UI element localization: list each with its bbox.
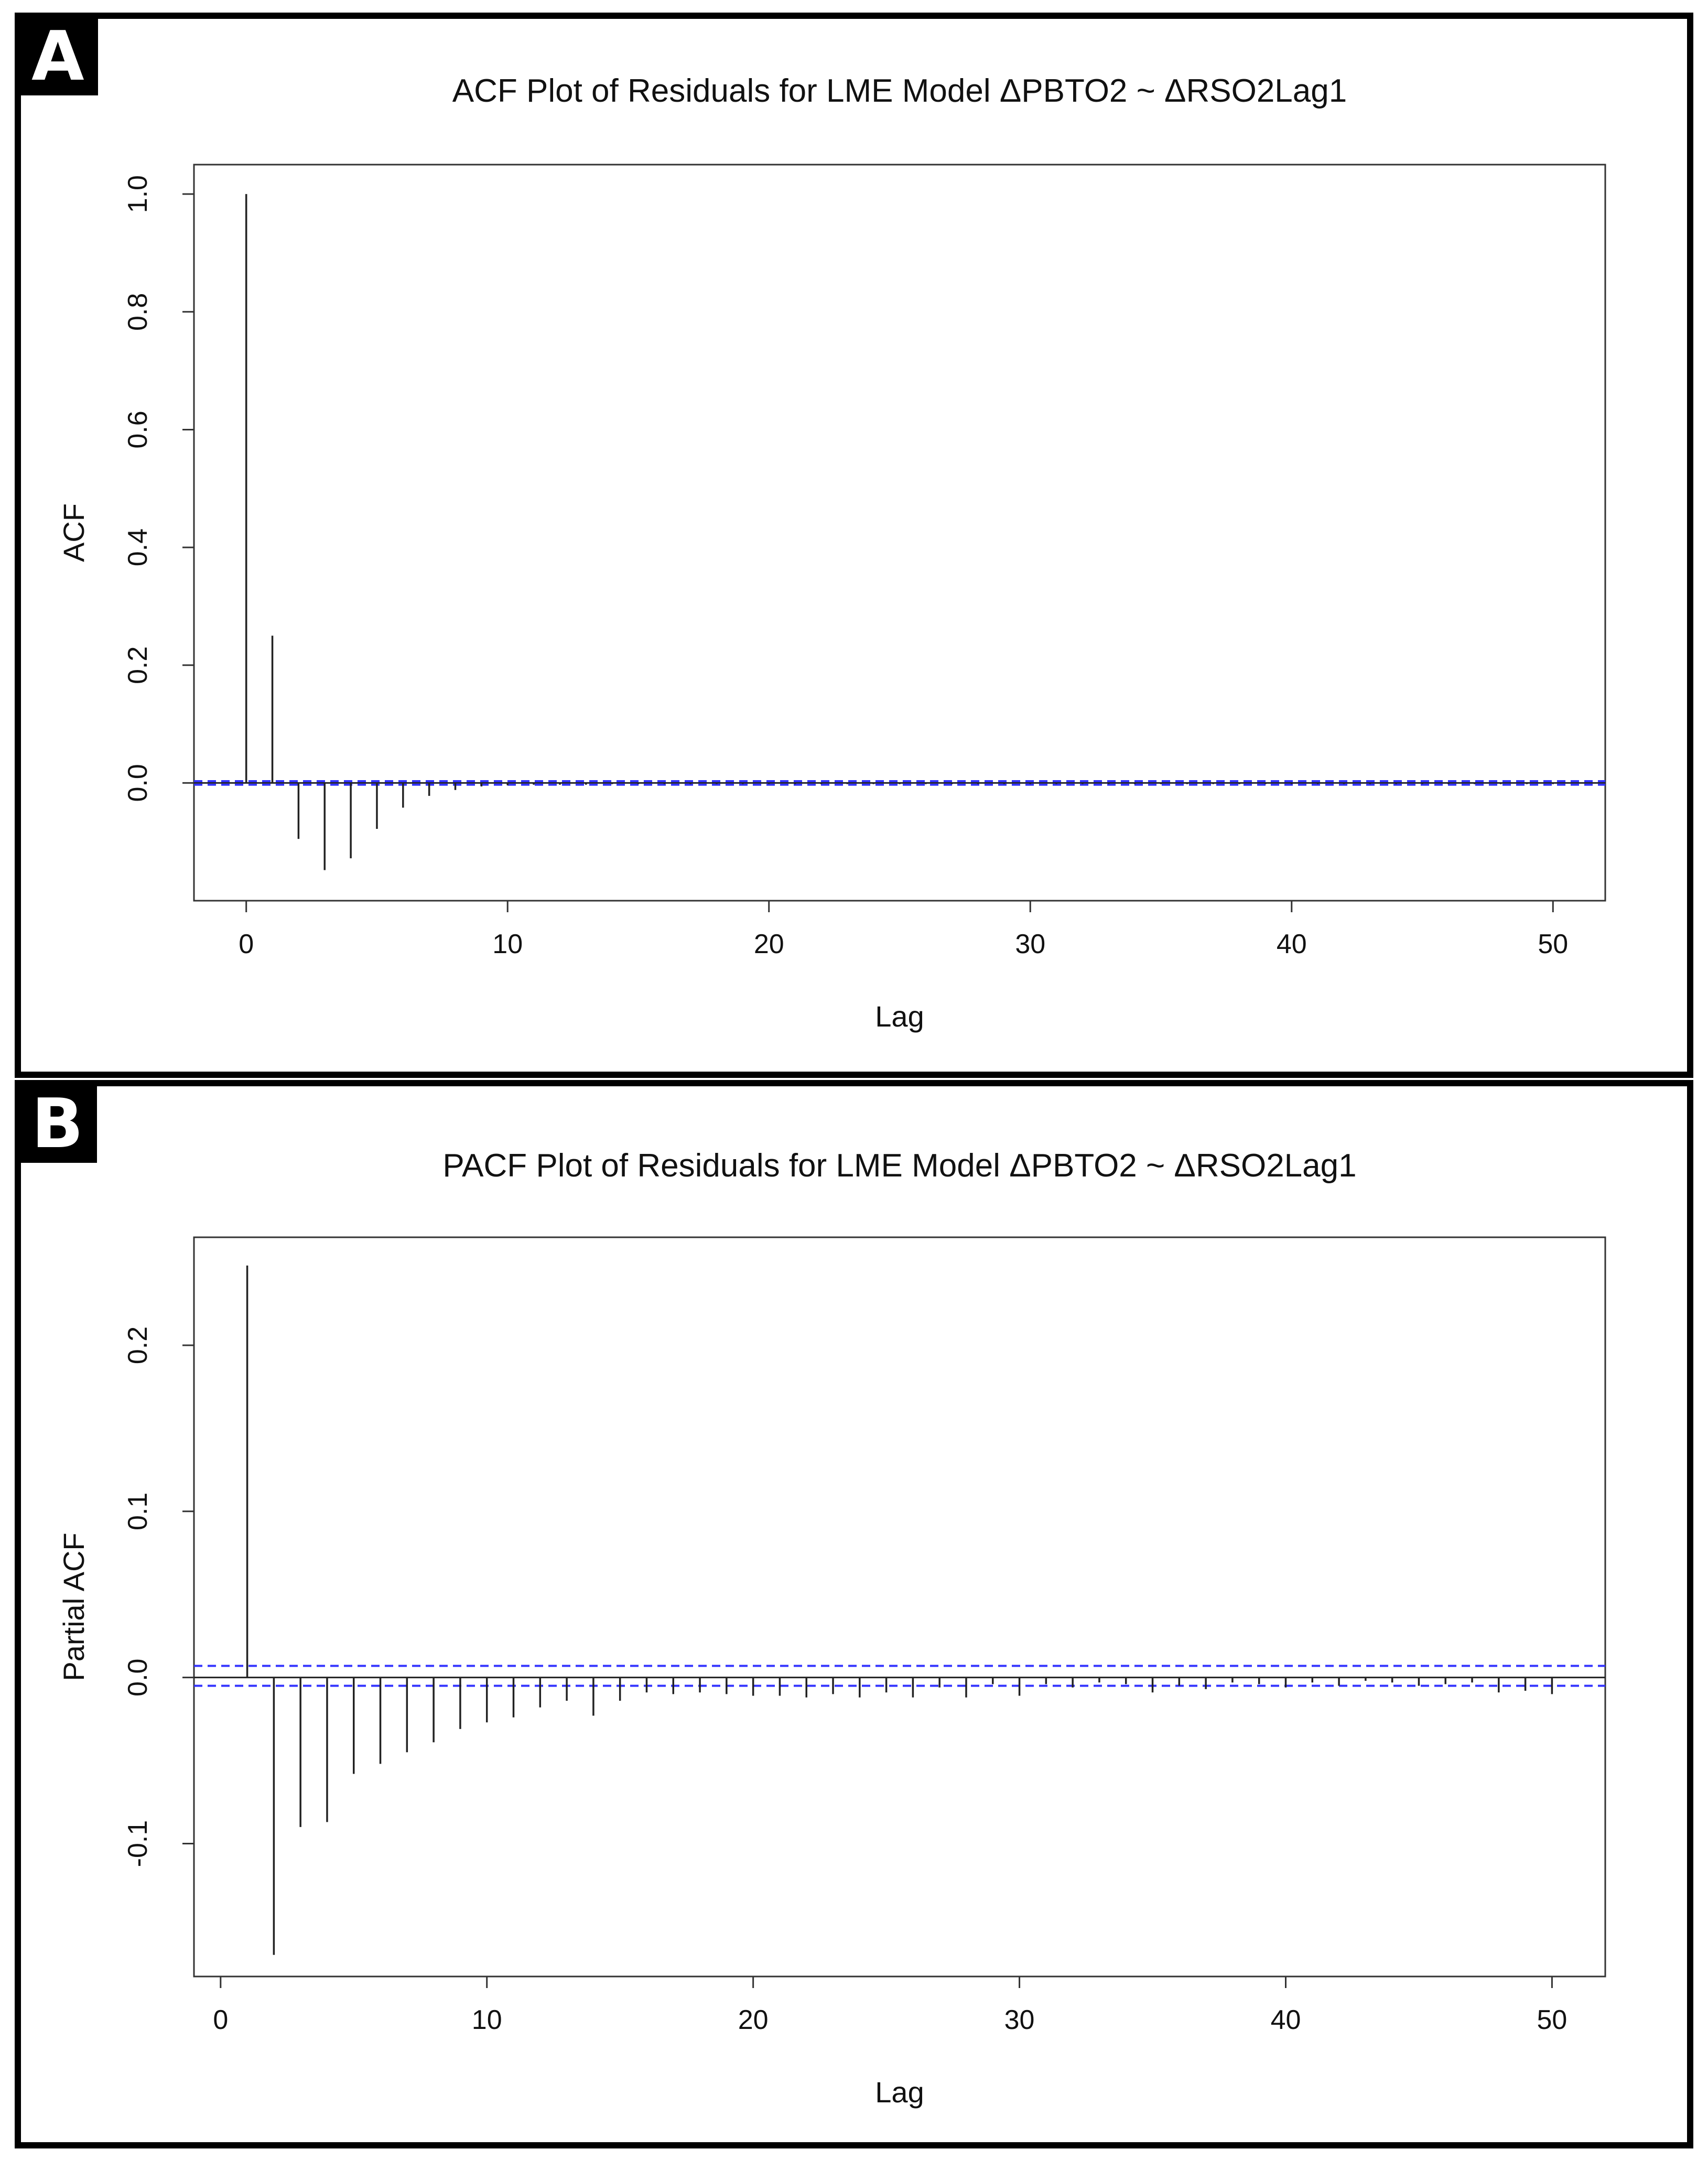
chart-title: ACF Plot of Residuals for LME Model ΔPBT…: [452, 73, 1347, 109]
panel-label-a: A: [21, 19, 98, 95]
x-tick-label: 0: [213, 2005, 228, 2035]
plot-frame: [193, 1236, 1606, 1978]
y-tick-label: 0.1: [123, 1493, 153, 1530]
x-tick-label: 10: [472, 2005, 502, 2035]
x-tick-label: 30: [1004, 2005, 1035, 2035]
y-tick-label: 0.8: [123, 293, 153, 331]
y-axis-label: Partial ACF: [57, 1532, 90, 1681]
x-axis-label: Lag: [875, 2076, 924, 2109]
chart-title: PACF Plot of Residuals for LME Model ΔPB…: [442, 1148, 1356, 1184]
y-tick-label: 0.0: [123, 764, 153, 802]
y-tick-label: -0.1: [123, 1820, 153, 1867]
x-tick-label: 10: [492, 929, 523, 959]
y-tick-label: 0.4: [123, 528, 153, 566]
x-tick-label: 20: [754, 929, 784, 959]
y-tick-label: 0.6: [123, 411, 153, 448]
plot-frame: [193, 164, 1606, 902]
panel-b: B PACF Plot of Residuals for LME Model Δ…: [15, 1080, 1693, 2148]
panel-a: A ACF Plot of Residuals for LME Model ΔP…: [15, 13, 1693, 1078]
y-tick-label: 0.2: [123, 1326, 153, 1364]
x-tick-label: 40: [1271, 2005, 1301, 2035]
y-tick-label: 0.2: [123, 646, 153, 684]
acf-chart: ACF Plot of Residuals for LME Model ΔPBT…: [57, 73, 1606, 1033]
y-tick-label: 0.0: [123, 1659, 153, 1697]
panel-label-b: B: [21, 1086, 98, 1163]
x-tick-label: 50: [1538, 929, 1568, 959]
pacf-chart: PACF Plot of Residuals for LME Model ΔPB…: [57, 1148, 1606, 2109]
x-axis-label: Lag: [875, 1000, 924, 1033]
x-tick-label: 0: [239, 929, 254, 959]
y-axis-label: ACF: [57, 503, 90, 562]
x-tick-label: 30: [1015, 929, 1045, 959]
x-tick-label: 40: [1277, 929, 1307, 959]
x-tick-label: 20: [738, 2005, 769, 2035]
y-tick-label: 1.0: [123, 175, 153, 213]
x-tick-label: 50: [1537, 2005, 1567, 2035]
